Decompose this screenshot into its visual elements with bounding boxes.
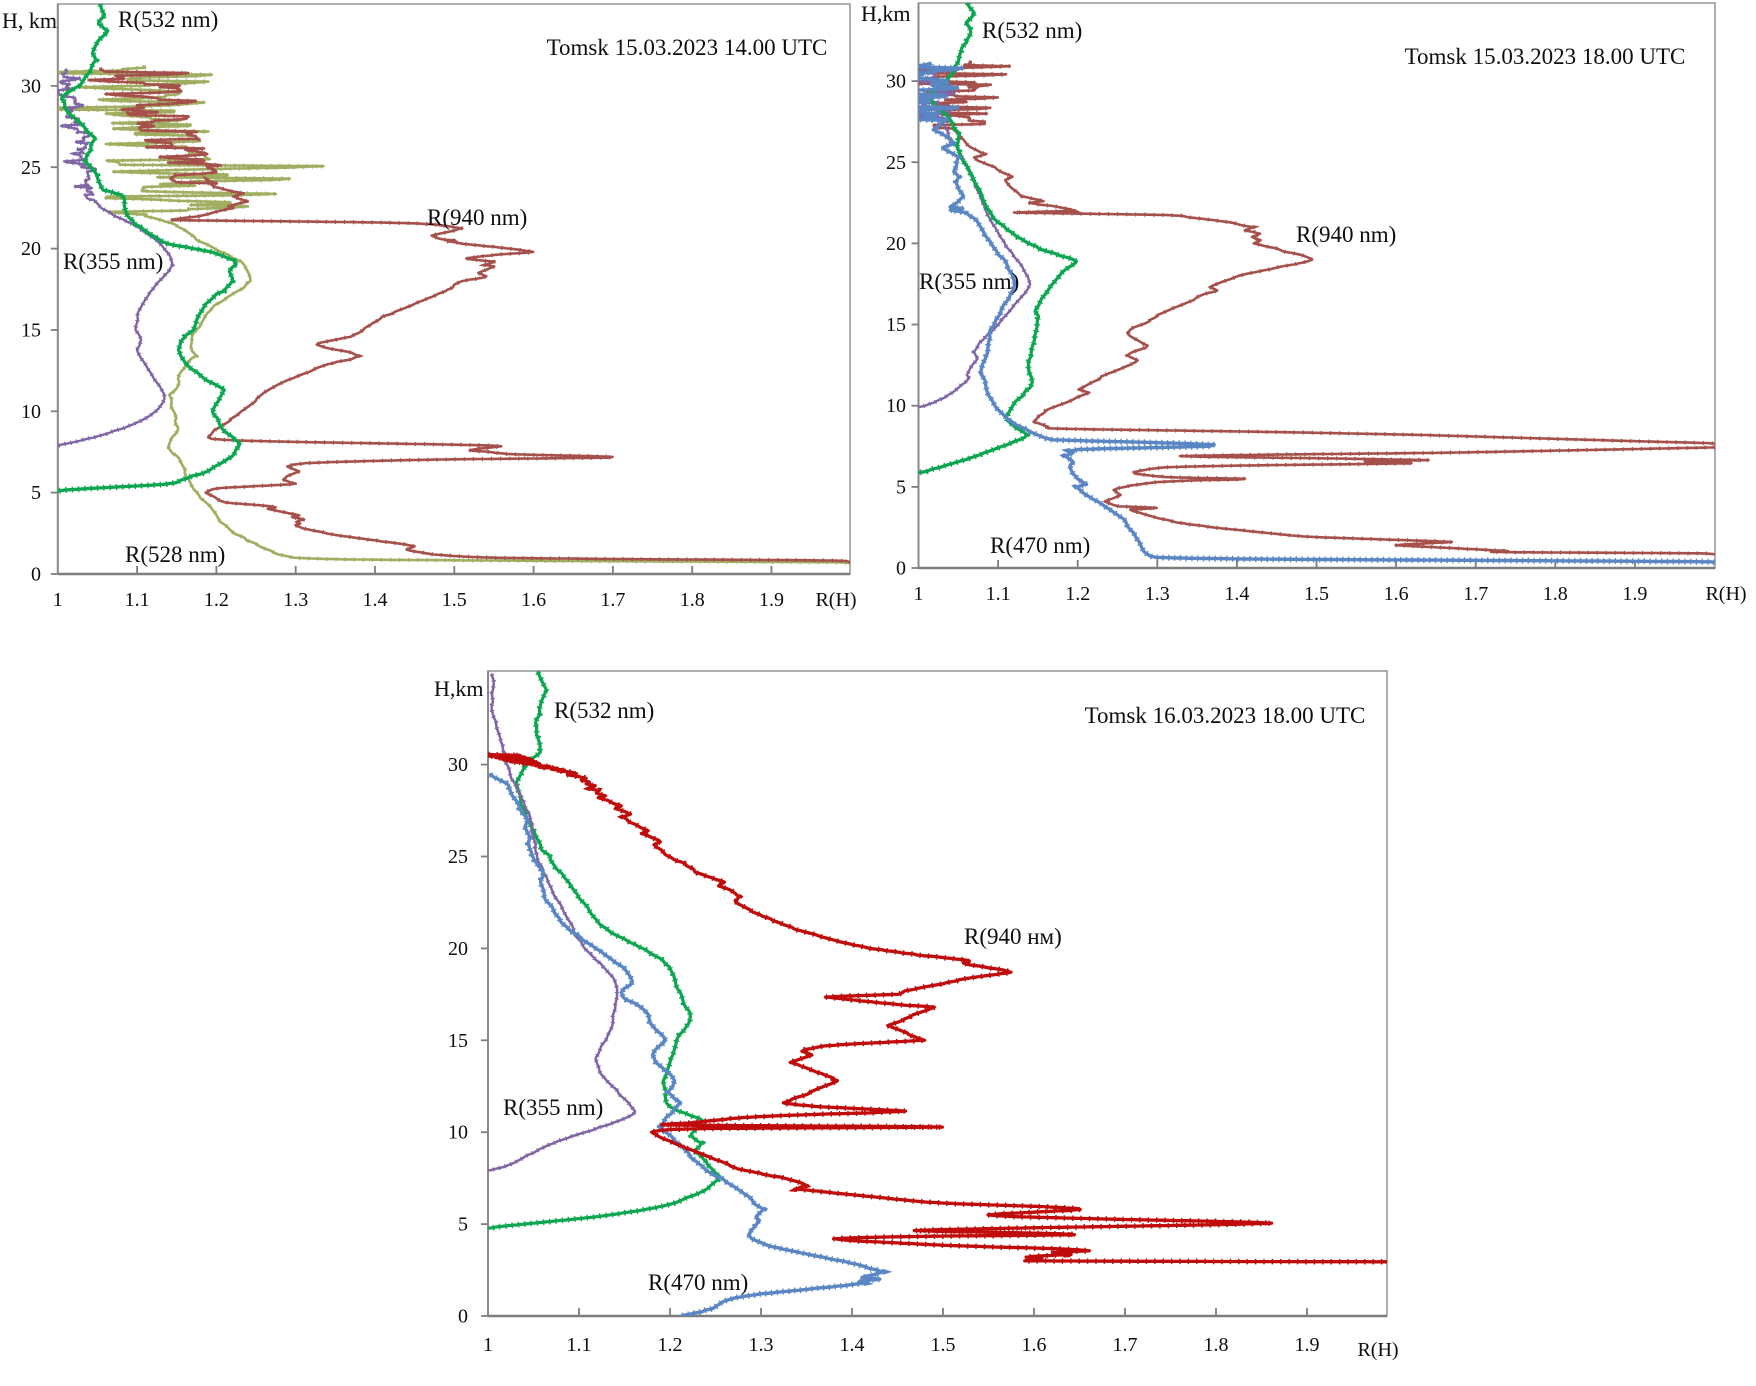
svg-text:25: 25 xyxy=(448,846,468,868)
svg-text:20: 20 xyxy=(448,938,468,960)
svg-text:10: 10 xyxy=(448,1122,468,1144)
svg-text:1.6: 1.6 xyxy=(1022,1334,1047,1356)
svg-text:R(H): R(H) xyxy=(1705,583,1746,605)
svg-text:1.8: 1.8 xyxy=(1204,1334,1229,1356)
svg-text:1.3: 1.3 xyxy=(283,589,308,611)
svg-text:1.7: 1.7 xyxy=(1463,583,1488,605)
svg-text:15: 15 xyxy=(886,314,906,336)
svg-text:0: 0 xyxy=(31,564,41,586)
svg-text:30: 30 xyxy=(21,75,41,97)
svg-text:R(940 nm): R(940 nm) xyxy=(1296,222,1396,247)
svg-text:R(532 nm): R(532 nm) xyxy=(982,18,1082,43)
svg-text:1.2: 1.2 xyxy=(658,1334,683,1356)
svg-text:Tomsk 15.03.2023 14.00 UTC: Tomsk 15.03.2023 14.00 UTC xyxy=(547,35,828,60)
svg-text:R(H): R(H) xyxy=(1357,1339,1398,1361)
svg-text:15: 15 xyxy=(21,320,41,342)
svg-text:1.3: 1.3 xyxy=(1145,583,1170,605)
svg-text:1.5: 1.5 xyxy=(442,589,467,611)
svg-text:5: 5 xyxy=(896,476,906,498)
svg-text:15: 15 xyxy=(448,1030,468,1052)
svg-text:H,km: H,km xyxy=(434,676,484,701)
svg-text:1.9: 1.9 xyxy=(1295,1334,1320,1356)
svg-text:R(355 nm): R(355 nm) xyxy=(503,1095,603,1120)
svg-text:1.8: 1.8 xyxy=(680,589,705,611)
svg-text:10: 10 xyxy=(886,395,906,417)
svg-text:1.7: 1.7 xyxy=(1113,1334,1138,1356)
svg-text:5: 5 xyxy=(458,1214,468,1236)
svg-text:25: 25 xyxy=(21,157,41,179)
svg-text:R(532 nm): R(532 nm) xyxy=(554,698,654,723)
svg-text:1.1: 1.1 xyxy=(567,1334,592,1356)
svg-text:R(940 nm): R(940 nm) xyxy=(427,205,527,230)
svg-text:1.7: 1.7 xyxy=(600,589,625,611)
svg-text:20: 20 xyxy=(21,238,41,260)
svg-text:R(H): R(H) xyxy=(815,589,856,611)
svg-text:H, km: H, km xyxy=(2,8,57,33)
svg-text:1.2: 1.2 xyxy=(204,589,229,611)
svg-text:1.1: 1.1 xyxy=(986,583,1011,605)
svg-text:1.4: 1.4 xyxy=(363,589,388,611)
svg-text:1.1: 1.1 xyxy=(125,589,150,611)
svg-text:1: 1 xyxy=(914,583,924,605)
svg-text:1.9: 1.9 xyxy=(1622,583,1647,605)
svg-text:R(470 nm): R(470 nm) xyxy=(648,1270,748,1295)
svg-text:0: 0 xyxy=(458,1306,468,1328)
svg-text:1: 1 xyxy=(483,1334,493,1356)
svg-text:1.6: 1.6 xyxy=(521,589,546,611)
svg-text:1.4: 1.4 xyxy=(840,1334,865,1356)
svg-text:1.9: 1.9 xyxy=(759,589,784,611)
svg-text:30: 30 xyxy=(448,754,468,776)
svg-text:1.5: 1.5 xyxy=(931,1334,956,1356)
svg-text:R(940 нм): R(940 нм) xyxy=(964,924,1062,949)
svg-text:Tomsk 16.03.2023 18.00 UTC: Tomsk 16.03.2023 18.00 UTC xyxy=(1085,703,1366,728)
svg-text:1.6: 1.6 xyxy=(1384,583,1409,605)
svg-text:1.2: 1.2 xyxy=(1065,583,1090,605)
svg-text:30: 30 xyxy=(886,71,906,93)
svg-text:1.3: 1.3 xyxy=(749,1334,774,1356)
svg-text:R(470 nm): R(470 nm) xyxy=(990,533,1090,558)
svg-text:1.5: 1.5 xyxy=(1304,583,1329,605)
svg-text:0: 0 xyxy=(896,558,906,580)
svg-text:5: 5 xyxy=(31,482,41,504)
svg-text:1: 1 xyxy=(53,589,63,611)
svg-text:25: 25 xyxy=(886,152,906,174)
svg-text:R(355 nm): R(355 nm) xyxy=(63,249,163,274)
svg-text:10: 10 xyxy=(21,401,41,423)
svg-text:20: 20 xyxy=(886,233,906,255)
svg-text:R(532 nm): R(532 nm) xyxy=(118,7,218,32)
svg-text:Tomsk 15.03.2023 18.00 UTC: Tomsk 15.03.2023 18.00 UTC xyxy=(1405,44,1686,69)
svg-text:R(355 nm): R(355 nm) xyxy=(919,269,1019,294)
svg-text:1.8: 1.8 xyxy=(1543,583,1568,605)
svg-text:R(528 nm): R(528 nm) xyxy=(125,542,225,567)
svg-text:H,km: H,km xyxy=(861,1,911,26)
svg-text:1.4: 1.4 xyxy=(1224,583,1249,605)
